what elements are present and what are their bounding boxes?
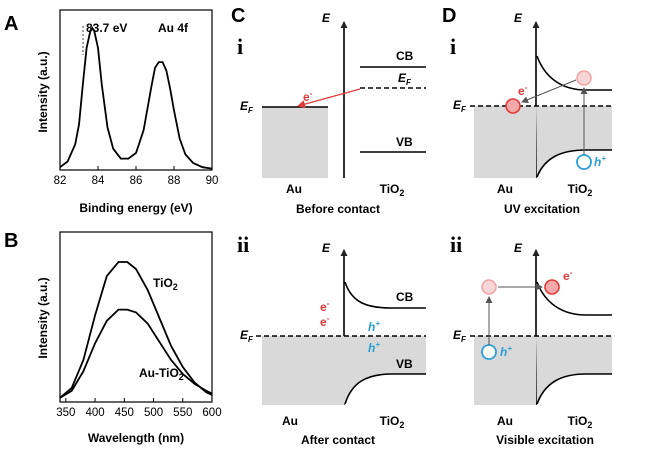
tio2-label: TiO2 bbox=[568, 182, 593, 198]
x-tick-label: 550 bbox=[173, 407, 192, 419]
panel-b-label: B bbox=[4, 230, 18, 252]
x-tick-label: 400 bbox=[85, 407, 104, 419]
x-tick-label: 86 bbox=[130, 175, 143, 187]
panel-d-label: D bbox=[442, 5, 456, 27]
electron-transfer-arrow bbox=[297, 88, 361, 109]
au-label: Au bbox=[497, 182, 513, 196]
panel-d: D i E EF e- h+ Au TiO2 UV excitation ii bbox=[442, 5, 612, 447]
panel-b: B 350 400 450 500 550 600 TiO2 Au-TiO2 Wavele… bbox=[4, 230, 222, 445]
au4f-label: Au 4f bbox=[158, 21, 189, 35]
panel-c-label: C bbox=[231, 5, 245, 27]
panel-c: C i E EF CB EF VB e- Au TiO2 Before cont… bbox=[231, 5, 426, 447]
tio2-filled-states bbox=[536, 106, 612, 178]
tio2-label: TiO2 bbox=[380, 182, 405, 198]
vb-label: VB bbox=[396, 135, 413, 149]
caption-visible-excitation: Visible excitation bbox=[496, 433, 594, 447]
hole-symbol: h+ bbox=[368, 340, 380, 355]
electron-symbol: e- bbox=[320, 299, 330, 314]
energy-axis-label: E bbox=[322, 241, 331, 255]
energy-axis-label: E bbox=[514, 241, 523, 255]
x-tick-label: 600 bbox=[202, 407, 221, 419]
hole-symbol: h+ bbox=[594, 154, 606, 169]
electron-symbol: e- bbox=[518, 83, 528, 98]
excited-electron-circle bbox=[481, 279, 497, 295]
ef-label: EF bbox=[240, 99, 254, 115]
excited-electron-circle bbox=[576, 70, 592, 86]
bent-valence-band bbox=[344, 373, 426, 405]
hole-symbol: h+ bbox=[368, 319, 380, 334]
x-tick-label: 84 bbox=[92, 175, 105, 187]
panel-c-ii-label: ii bbox=[237, 232, 249, 257]
electron-transfer-arrow bbox=[521, 79, 577, 103]
transferred-electron-circle bbox=[505, 98, 521, 114]
panel-c-i-label: i bbox=[237, 34, 243, 59]
au-label: Au bbox=[282, 414, 298, 428]
panel-a-label: A bbox=[4, 13, 18, 35]
x-tick-label: 90 bbox=[206, 175, 219, 187]
hole-symbol: h+ bbox=[500, 344, 512, 359]
caption-uv-excitation: UV excitation bbox=[504, 202, 580, 216]
panel-a: A 82 84 86 88 90 83.7 eV Au 4f Binding energ… bbox=[4, 9, 219, 215]
hole-circle bbox=[481, 344, 497, 360]
x-tick-label: 500 bbox=[144, 407, 163, 419]
ef-label: EF bbox=[240, 328, 254, 344]
diagram-d-ii: ii E EF e- h+ Au TiO2 Visible excitation bbox=[450, 232, 612, 447]
tio2-spectrum-line bbox=[59, 261, 213, 399]
au-metal-fill bbox=[262, 336, 344, 405]
cb-label: CB bbox=[396, 49, 414, 63]
au4f-spectrum-line bbox=[59, 26, 213, 170]
bent-conduction-band bbox=[536, 55, 612, 91]
x-tick-label: 82 bbox=[54, 175, 67, 187]
plot-a-xlabel: Binding energy (eV) bbox=[79, 201, 192, 215]
plot-a-ylabel: Intensity (a.u.) bbox=[36, 51, 50, 132]
transferred-electron-circle bbox=[544, 279, 560, 295]
bent-valence-band bbox=[536, 149, 612, 178]
au-metal-fill bbox=[262, 107, 328, 178]
tio2-series-label: TiO2 bbox=[153, 276, 178, 292]
plot-b-frame bbox=[59, 231, 213, 403]
ef-label: EF bbox=[453, 328, 467, 344]
x-tick-label: 88 bbox=[168, 175, 181, 187]
electron-symbol: e- bbox=[563, 268, 573, 283]
au-metal-fill bbox=[474, 106, 536, 178]
diagram-c-i: i E EF CB EF VB e- Au TiO2 Before contac… bbox=[237, 11, 426, 216]
vb-label: VB bbox=[396, 357, 413, 371]
ef-label: EF bbox=[453, 98, 467, 114]
tio2-label: TiO2 bbox=[568, 414, 593, 430]
plot-a-x-ticks: 82 84 86 88 90 bbox=[54, 166, 219, 187]
electron-symbol: e- bbox=[303, 89, 313, 104]
plot-b-x-ticks: 350 400 450 500 550 600 bbox=[56, 398, 222, 419]
caption-after-contact: After contact bbox=[301, 433, 375, 447]
plot-b-ylabel: Intensity (a.u.) bbox=[36, 277, 50, 358]
bent-conduction-band bbox=[344, 281, 426, 309]
tio2-filled-states bbox=[344, 336, 426, 405]
au-tio2-spectrum-line bbox=[59, 308, 213, 399]
diagram-d-i: i E EF e- h+ Au TiO2 UV excitation bbox=[450, 11, 612, 216]
x-tick-label: 350 bbox=[56, 407, 75, 419]
cb-label: CB bbox=[396, 290, 414, 304]
energy-axis-label: E bbox=[514, 11, 523, 25]
x-tick-label: 450 bbox=[115, 407, 134, 419]
peak-annotation: 83.7 eV bbox=[86, 21, 127, 35]
tio2-label: TiO2 bbox=[380, 414, 405, 430]
tio2-filled-states bbox=[536, 336, 612, 405]
panel-d-ii-label: ii bbox=[450, 232, 462, 257]
hole-circle bbox=[576, 154, 592, 170]
bent-valence-band bbox=[536, 373, 612, 405]
tio2-ef-label: EF bbox=[398, 71, 412, 87]
plot-b-xlabel: Wavelength (nm) bbox=[88, 431, 184, 445]
au-label: Au bbox=[286, 182, 302, 196]
au-tio2-series-label: Au-TiO2 bbox=[139, 366, 184, 382]
panel-d-i-label: i bbox=[450, 34, 456, 59]
caption-before-contact: Before contact bbox=[296, 202, 380, 216]
diagram-c-ii: ii E EF CB VB e- e- h+ h+ Au TiO2 After … bbox=[237, 232, 426, 447]
electron-symbol: e- bbox=[320, 314, 330, 329]
energy-axis-label: E bbox=[322, 11, 331, 25]
au-label: Au bbox=[497, 414, 513, 428]
